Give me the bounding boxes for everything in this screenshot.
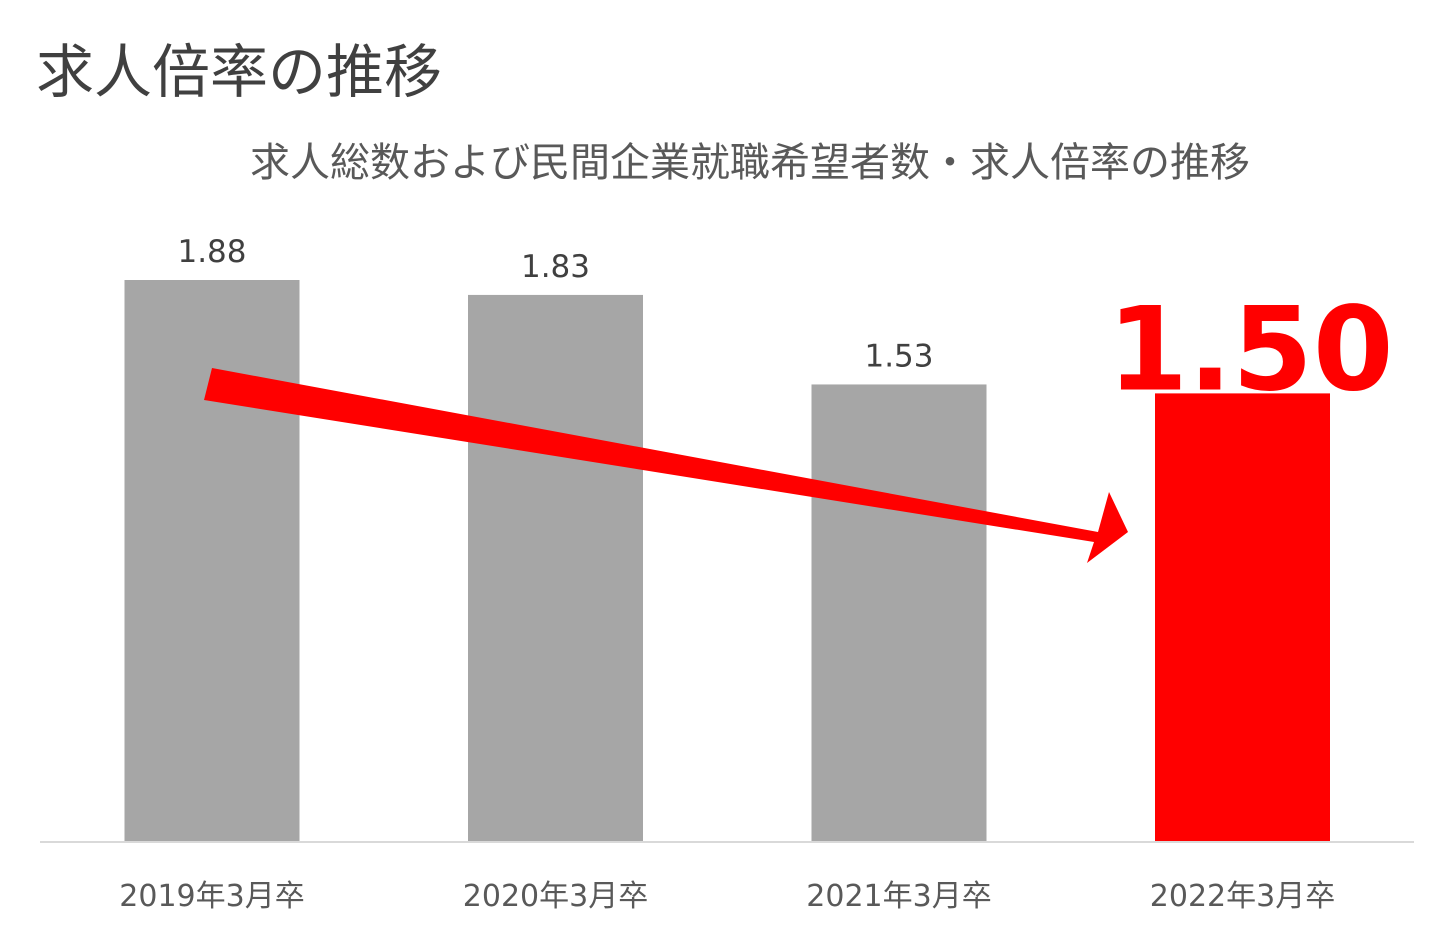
chart-title: 求人総数および民間企業就職希望者数・求人倍率の推移 [250,140,1250,186]
data-label-2: 1.83 [521,249,590,285]
bar-3 [811,384,987,841]
trend-arrow [204,368,1128,563]
x-tick-label-3: 2021年3月卒 [806,879,991,914]
bar-1 [124,280,300,841]
x-tick-label-4: 2022年3月卒 [1150,879,1335,914]
bar-4 [1155,393,1330,841]
data-label-4: 1.50 [1107,282,1393,417]
bar-2 [468,294,643,841]
x-tick-label-1: 2019年3月卒 [119,879,304,914]
data-label-3: 1.53 [864,338,933,374]
page-title: 求人倍率の推移 [36,38,443,106]
x-tick-label-2: 2020年3月卒 [463,879,648,914]
data-label-1: 1.88 [177,234,246,270]
